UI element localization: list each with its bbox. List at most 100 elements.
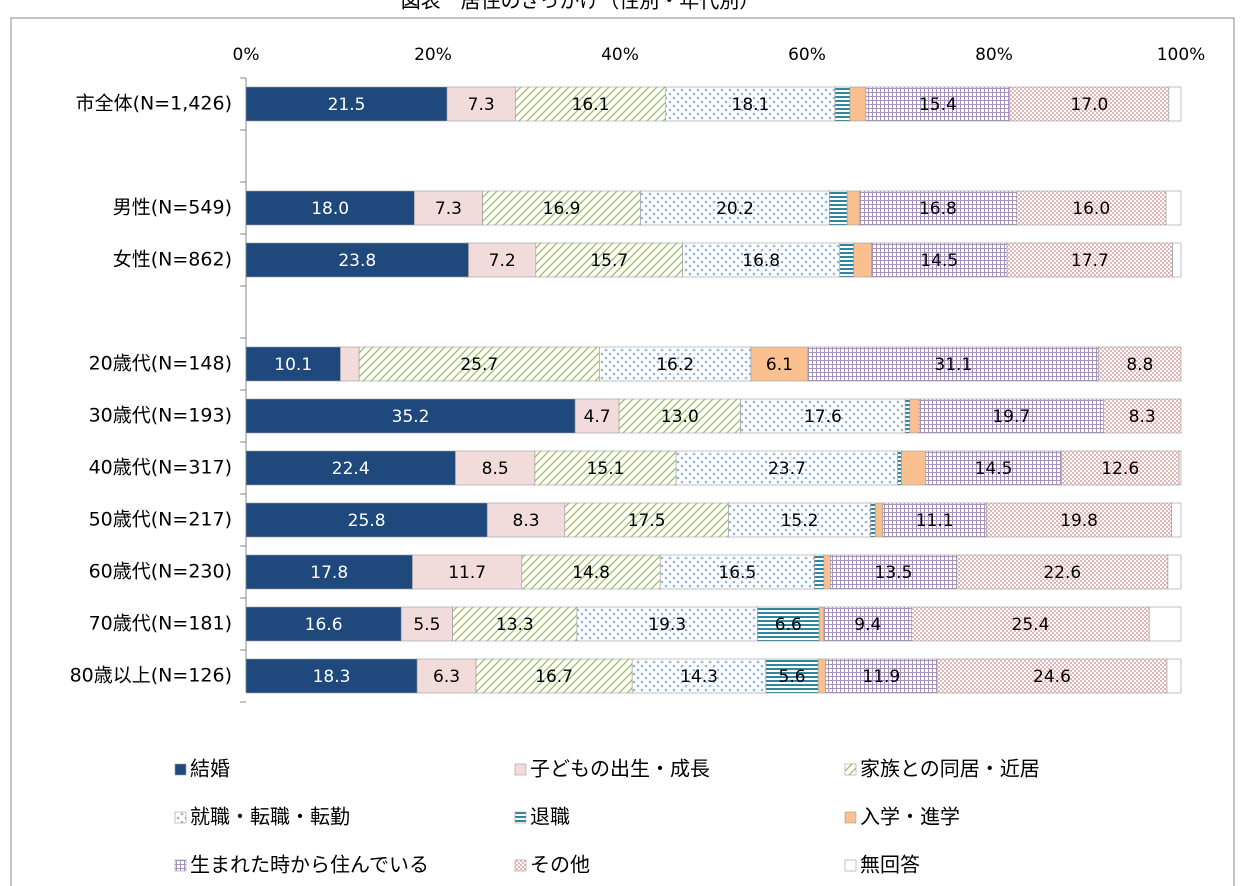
category-label: 50歳代(N=217) xyxy=(89,509,232,531)
value-label: 15.4 xyxy=(919,95,957,115)
value-label: 14.8 xyxy=(572,563,610,583)
bar-segment xyxy=(574,398,620,434)
category-label: 80歳以上(N=126) xyxy=(70,665,232,687)
x-tick-label: 0% xyxy=(233,45,260,65)
value-label: 16.7 xyxy=(535,667,573,687)
bar-segment xyxy=(897,450,902,486)
value-label: 16.2 xyxy=(656,355,694,375)
value-label: 16.8 xyxy=(919,199,957,219)
value-label: 16.9 xyxy=(543,199,581,219)
value-label: 5.6 xyxy=(779,667,806,687)
value-label: 17.5 xyxy=(628,511,666,531)
value-label: 31.1 xyxy=(934,355,972,375)
value-label: 13.0 xyxy=(661,407,699,427)
value-label: 17.0 xyxy=(1070,95,1108,115)
value-label: 6.1 xyxy=(766,355,793,375)
legend-swatch xyxy=(514,859,527,872)
bar-segment xyxy=(956,554,1169,590)
value-label: 23.8 xyxy=(338,251,376,271)
bar-segment xyxy=(849,86,867,122)
value-label: 17.8 xyxy=(310,563,348,583)
bar-segment xyxy=(245,554,413,590)
value-label: 13.5 xyxy=(875,563,913,583)
bar-segment xyxy=(918,398,1104,434)
bar-segment xyxy=(665,86,836,122)
bar-segment xyxy=(904,398,911,434)
x-tick-label: 60% xyxy=(788,45,826,65)
bar-segment xyxy=(757,606,820,642)
bar-segment xyxy=(245,502,488,538)
category-label: 60歳代(N=230) xyxy=(89,561,232,583)
x-tick-label: 80% xyxy=(975,45,1013,65)
bar-segment xyxy=(807,346,1100,382)
bar-segment xyxy=(245,190,415,226)
bar-segment xyxy=(1103,398,1182,434)
legend-swatch xyxy=(174,859,187,872)
value-label: 14.5 xyxy=(975,459,1013,479)
bar-segment xyxy=(1178,450,1182,486)
value-label: 15.7 xyxy=(590,251,628,271)
value-label: 16.0 xyxy=(1072,199,1110,219)
legend-swatch xyxy=(514,763,527,776)
bar-segment xyxy=(823,554,831,590)
bar-segment xyxy=(564,502,729,538)
bar-segment xyxy=(631,658,767,694)
value-label: 25.4 xyxy=(1012,615,1050,635)
bar-segment xyxy=(245,658,418,694)
value-label: 21.5 xyxy=(328,95,366,115)
bar-segment xyxy=(340,346,360,382)
bar-segment xyxy=(1061,450,1180,486)
value-label: 16.8 xyxy=(742,251,780,271)
legend-label: 入学・進学 xyxy=(860,805,960,829)
value-label: 17.7 xyxy=(1071,251,1109,271)
bar-segment xyxy=(830,554,957,590)
value-label: 7.2 xyxy=(489,251,516,271)
bar-segment xyxy=(765,658,819,694)
bar-segment xyxy=(1098,346,1182,382)
legend-label: 無回答 xyxy=(860,853,920,877)
legend-label: 退職 xyxy=(530,805,570,829)
legend-label: 就職・転職・転勤 xyxy=(190,805,350,829)
bar-segment xyxy=(245,398,576,434)
value-label: 14.3 xyxy=(680,667,718,687)
bar-segment xyxy=(871,242,1008,278)
bar-segment xyxy=(870,502,876,538)
legend-swatch xyxy=(514,811,527,824)
category-label: 男性(N=549) xyxy=(113,197,232,219)
legend-swatch xyxy=(844,811,857,824)
bar-segment xyxy=(1016,190,1167,226)
value-label: 4.7 xyxy=(584,407,611,427)
title-bg xyxy=(300,0,860,16)
value-label: 8.3 xyxy=(1129,407,1156,427)
bar-segment xyxy=(1172,242,1182,278)
legend-swatch xyxy=(844,859,857,872)
value-label: 12.6 xyxy=(1101,459,1139,479)
x-tick-label: 20% xyxy=(414,45,452,65)
value-label: 16.1 xyxy=(572,95,610,115)
bar-segment xyxy=(535,242,683,278)
category-label: 市全体(N=1,426) xyxy=(76,93,232,115)
value-label: 35.2 xyxy=(392,407,430,427)
bar-segment xyxy=(576,606,758,642)
value-label: 19.3 xyxy=(648,615,686,635)
bar-segment xyxy=(911,606,1150,642)
category-label: 30歳代(N=193) xyxy=(89,405,232,427)
value-label: 10.1 xyxy=(274,355,312,375)
category-label: 20歳代(N=148) xyxy=(89,353,232,375)
bar-segment xyxy=(829,190,848,226)
x-tick-label: 100% xyxy=(1157,45,1206,65)
value-label: 7.3 xyxy=(435,199,462,219)
bar-segment xyxy=(245,606,402,642)
value-label: 6.3 xyxy=(433,667,460,687)
value-label: 19.8 xyxy=(1060,511,1098,531)
bar-segment xyxy=(740,398,906,434)
x-tick-label: 40% xyxy=(601,45,639,65)
bar-segment xyxy=(936,658,1168,694)
category-label: 70歳代(N=181) xyxy=(89,613,232,635)
bar-segment xyxy=(682,242,841,278)
bar-segment xyxy=(245,450,456,486)
value-label: 18.3 xyxy=(313,667,351,687)
chart-frame xyxy=(10,17,1235,886)
category-label: 40歳代(N=317) xyxy=(89,457,232,479)
bar-segment xyxy=(818,606,825,642)
